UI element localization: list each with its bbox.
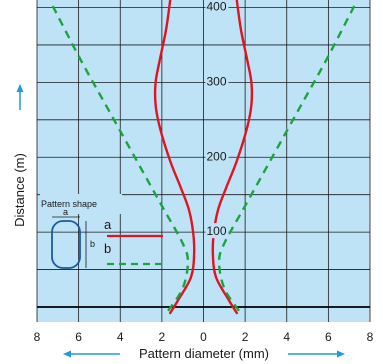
dim-a-label: a bbox=[63, 207, 68, 217]
y-tick-labels: 100 200 300 400 bbox=[205, 0, 229, 239]
y-tick-bg-0 bbox=[205, 223, 229, 239]
series-b-right-curve bbox=[217, 3, 357, 312]
legend-entry-a-label: a bbox=[104, 217, 112, 232]
y-tick-bg-3 bbox=[205, 0, 229, 14]
pattern-shape-icon bbox=[51, 220, 81, 269]
x-tick-label-6: 4 bbox=[283, 330, 290, 344]
dim-b-label: b bbox=[90, 239, 95, 249]
y-axis-label: Distance (m) bbox=[12, 153, 27, 227]
x-axis-title: Pattern diameter (mm) bbox=[63, 346, 345, 361]
x-tick-label-1: 6 bbox=[75, 330, 82, 344]
y-axis-arrow-head bbox=[16, 84, 24, 92]
x-tick-label-7: 6 bbox=[325, 330, 332, 344]
y-tick-label-100: 100 bbox=[207, 224, 227, 238]
x-axis-label: Pattern diameter (mm) bbox=[139, 346, 269, 361]
x-axis-arrow-right-head bbox=[337, 350, 345, 358]
x-axis-arrow-left-head bbox=[63, 350, 71, 358]
x-tick-label-3: 2 bbox=[159, 330, 166, 344]
x-tick-label-8: 8 bbox=[367, 330, 374, 344]
legend-background bbox=[40, 194, 122, 214]
y-tick-label-400: 400 bbox=[207, 0, 227, 13]
series-a-left-curve bbox=[153, 0, 196, 315]
legend-entry-b-label: b bbox=[104, 241, 111, 256]
legend-title: Pattern shape bbox=[41, 199, 97, 209]
x-tick-label-5: 2 bbox=[242, 330, 249, 344]
x-tick-label-4: 0 bbox=[200, 330, 207, 344]
legend: Pattern shape a b a b bbox=[40, 194, 163, 269]
y-axis-title: Distance (m) bbox=[12, 84, 27, 227]
y-tick-bg-2 bbox=[205, 73, 229, 89]
y-tick-label-200: 200 bbox=[207, 149, 227, 163]
y-tick-label-300: 300 bbox=[207, 74, 227, 88]
series-layer bbox=[50, 0, 357, 315]
series-a-right-curve bbox=[211, 0, 254, 315]
x-tick-label-2: 4 bbox=[117, 330, 124, 344]
x-tick-labels: 8 6 4 2 0 2 4 6 8 bbox=[34, 330, 374, 344]
x-tick-label-0: 8 bbox=[34, 330, 41, 344]
series-b-left-curve bbox=[50, 3, 190, 312]
y-tick-bg-1 bbox=[205, 148, 229, 164]
